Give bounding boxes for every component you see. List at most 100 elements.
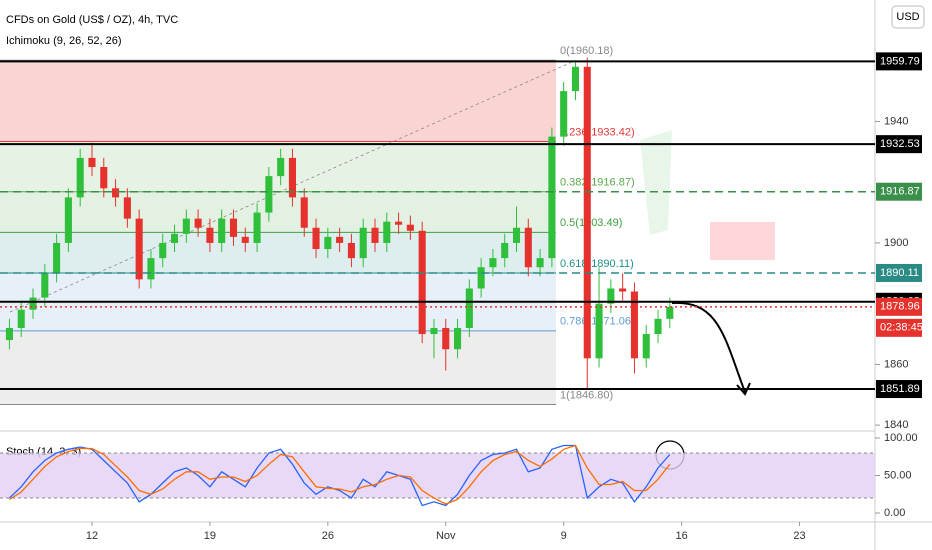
candle-body xyxy=(253,212,261,243)
level-label: 1851.89 xyxy=(880,383,920,395)
candle-body xyxy=(76,157,84,198)
candle-body xyxy=(548,136,556,259)
level-label: 1890.11 xyxy=(880,267,919,279)
candle-body xyxy=(560,91,568,137)
candle-body xyxy=(5,327,13,341)
candle-body xyxy=(583,66,591,359)
candle-body xyxy=(536,258,544,268)
candle-body xyxy=(170,233,179,243)
fib-label: 0.236(1933.42) xyxy=(560,126,635,138)
level-label-bg xyxy=(876,263,922,282)
candle-body xyxy=(524,227,532,268)
candle-body xyxy=(288,157,296,198)
stoch-tick-label: 100.00 xyxy=(884,432,918,444)
candle-body xyxy=(324,236,332,250)
candle-body xyxy=(265,176,273,213)
level-label-bg xyxy=(876,297,922,316)
candle-body xyxy=(123,197,131,219)
candle-body xyxy=(300,197,308,228)
currency-label[interactable]: USD xyxy=(896,11,919,23)
candle-body xyxy=(29,297,37,310)
x-tick-label: 12 xyxy=(86,530,98,542)
stoch-tick-label: 50.00 xyxy=(884,469,912,481)
indicator-label: Ichimoku (9, 26, 52, 26) xyxy=(6,35,122,47)
candle-body xyxy=(182,218,190,234)
candle-body xyxy=(135,218,143,280)
level-label-bg xyxy=(876,182,922,201)
candle-body xyxy=(229,218,238,237)
candle-body xyxy=(277,157,285,177)
fib-label: 0(1960.18) xyxy=(560,45,613,57)
countdown-label: 02:38:45 xyxy=(880,322,923,334)
candle-body xyxy=(147,258,155,280)
candle-body xyxy=(53,242,61,274)
candle-body xyxy=(619,288,627,292)
fib-label: 0.5(1903.49) xyxy=(560,217,622,229)
stoch-band xyxy=(0,453,875,498)
level-label-bg xyxy=(876,135,922,154)
x-tick-label: 26 xyxy=(322,530,334,542)
candle-body xyxy=(454,327,462,350)
fib-label: 0.382(1916.87) xyxy=(560,177,635,189)
chart-title: CFDs on Gold (US$ / OZ), 4h, TVC xyxy=(6,14,178,26)
candle-body xyxy=(194,218,202,228)
ichimoku-cloud xyxy=(640,130,672,235)
x-tick-label: 19 xyxy=(204,530,216,542)
candle-body xyxy=(336,236,344,243)
candle-body xyxy=(17,309,25,328)
stoch-line xyxy=(9,444,671,505)
forecast-arrow xyxy=(671,301,746,393)
candle-body xyxy=(477,267,485,289)
level-label: 1932.53 xyxy=(880,138,920,150)
candle-body xyxy=(312,227,320,250)
candle-body xyxy=(489,258,497,268)
x-tick-label: Nov xyxy=(436,530,456,542)
candle-body xyxy=(64,197,72,243)
candle-body xyxy=(571,66,580,92)
candle-body xyxy=(465,288,473,328)
candle-body xyxy=(418,230,426,335)
fib-zone xyxy=(0,330,556,405)
candle-body xyxy=(218,218,226,243)
candle-body xyxy=(41,273,49,298)
fib-zone xyxy=(0,191,556,233)
candle-body xyxy=(512,227,521,243)
ichimoku-cloud xyxy=(710,222,775,260)
candle-body xyxy=(206,227,214,243)
countdown-bg xyxy=(876,318,922,337)
fib-label: 1(1846.80) xyxy=(560,389,613,401)
candle-body xyxy=(442,327,450,350)
stoch-line xyxy=(8,444,671,507)
level-label: 1878.96 xyxy=(880,301,920,313)
fib-zone xyxy=(0,60,556,142)
y-tick-label: 1840 xyxy=(884,419,908,431)
candle-body xyxy=(347,242,355,259)
x-tick-label: 9 xyxy=(561,530,567,542)
candle-body xyxy=(159,242,167,259)
candle-body xyxy=(359,227,367,259)
candle-body xyxy=(395,221,403,225)
stoch-tick-label: 0.00 xyxy=(884,507,905,519)
candle-body xyxy=(595,303,603,359)
candle-body xyxy=(371,227,379,243)
candle-body xyxy=(383,221,391,243)
candle-body xyxy=(430,327,438,335)
y-tick-label: 1900 xyxy=(884,237,908,249)
candle-body xyxy=(501,242,509,259)
x-tick-label: 16 xyxy=(675,530,687,542)
y-tick-label: 1860 xyxy=(884,358,908,370)
candle-body xyxy=(607,288,615,304)
candle-body xyxy=(100,167,108,189)
fib-label: 0.618(1890.11) xyxy=(560,258,634,270)
fib-zone xyxy=(0,232,556,273)
candle-body xyxy=(88,157,96,168)
candle-body xyxy=(630,291,638,359)
x-tick-label: 23 xyxy=(793,530,805,542)
candle-body xyxy=(406,224,414,231)
level-label-bg xyxy=(876,52,922,71)
candle-body xyxy=(241,236,249,243)
currency-button[interactable] xyxy=(891,5,925,29)
candle-body xyxy=(654,318,662,335)
level-label: 1959.79 xyxy=(880,55,920,67)
